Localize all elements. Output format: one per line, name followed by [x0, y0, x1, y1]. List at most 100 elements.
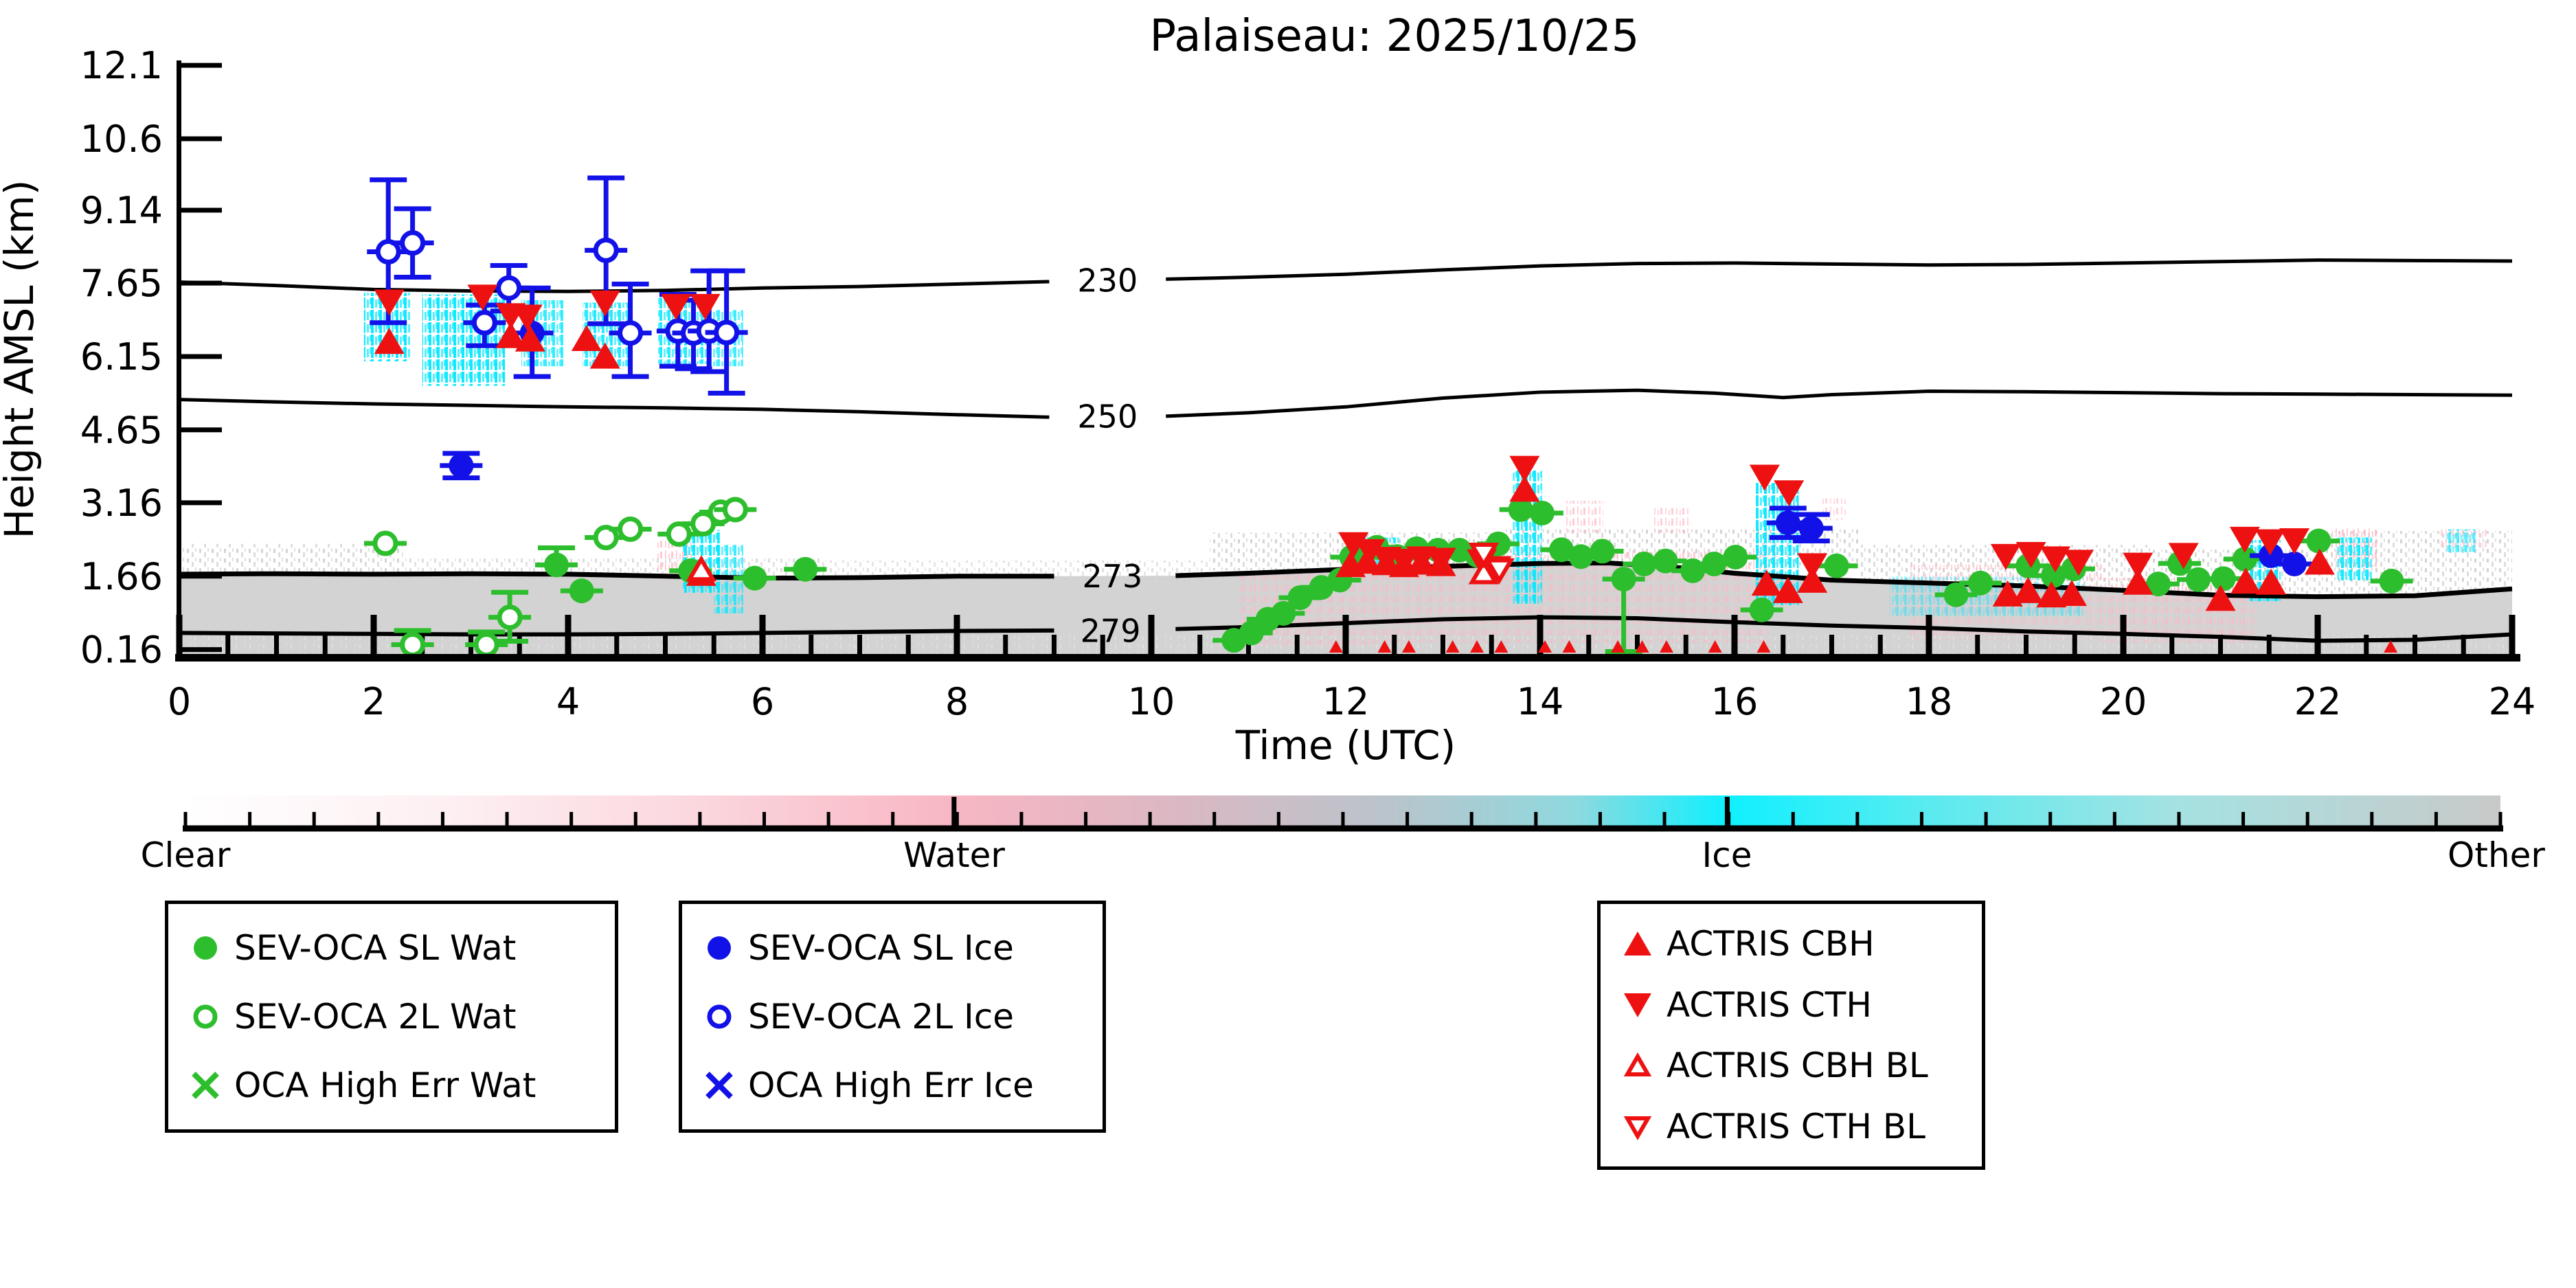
y-tick-label: 6.15 [80, 335, 163, 379]
point-marker [1797, 553, 1828, 580]
point-marker [2229, 526, 2260, 553]
y-tick-label: 1.66 [80, 555, 163, 598]
legend-label: OCA High Err Wat [234, 1065, 536, 1105]
point-marker [1352, 547, 1383, 574]
open-triangle-down-red-icon [1623, 1116, 1652, 1140]
rain-mark [1708, 640, 1722, 653]
point-marker [2145, 572, 2171, 597]
classification-patch-pink [1651, 508, 1691, 533]
point-marker [2211, 566, 2236, 591]
point-marker [2015, 541, 2046, 568]
point-marker [515, 325, 545, 352]
point-marker [1338, 532, 1369, 558]
point-marker [1508, 497, 1533, 522]
x-tick-label: 0 [168, 680, 191, 723]
point-marker [1631, 551, 1657, 576]
isotherm-279-line [1175, 615, 2513, 643]
point-marker [2306, 528, 2331, 554]
point-marker [1774, 480, 1805, 507]
point-marker [2057, 580, 2088, 607]
legend-label: OCA High Err Ice [748, 1065, 1034, 1105]
x-cross-green-icon [192, 1072, 219, 1099]
x-axis-label: Time (UTC) [1235, 722, 1456, 769]
x-tick-label: 16 [1711, 680, 1759, 723]
point-marker [1239, 620, 1264, 646]
legend-box-ice: SEV-OCA SL Ice SEV-OCA 2L Ice OCA High E… [679, 901, 1106, 1133]
y-tick-label: 4.65 [80, 409, 163, 452]
legend-item-sev-oca-sl-ice: SEV-OCA SL Ice [700, 928, 1085, 968]
colorbar-label-other: Other [2448, 835, 2545, 875]
point-marker [661, 293, 692, 320]
point-marker [2205, 585, 2236, 611]
point-marker [2013, 576, 2044, 603]
point-marker [1287, 585, 1313, 611]
point-marker [1509, 455, 1540, 482]
x-cross-blue-icon [705, 1072, 733, 1099]
point-marker [1749, 464, 1780, 491]
point-marker [471, 310, 497, 336]
point-marker [793, 556, 818, 582]
rain-mark [1401, 640, 1416, 653]
point-marker [1967, 570, 1993, 596]
isotherm-273-line [179, 571, 1054, 581]
rain-mark [1329, 640, 1343, 653]
point-marker [1529, 500, 1555, 526]
point-marker [1772, 576, 1803, 603]
legend-label: ACTRIS CTH [1667, 984, 1872, 1025]
isotherm-279-label: 279 [1081, 613, 1141, 650]
colorbar-ticks [183, 797, 2503, 832]
point-marker [473, 631, 499, 657]
point-marker [495, 321, 526, 348]
point-marker [2036, 581, 2067, 608]
legend-item-sev-oca-2l-wat: SEV-OCA 2L Wat [186, 997, 597, 1037]
rain-mark [2384, 640, 2398, 653]
point-marker [374, 289, 405, 316]
y-tick-label: 9.14 [80, 189, 163, 232]
point-marker [589, 342, 620, 369]
point-marker [400, 631, 426, 657]
point-marker [2040, 546, 2070, 573]
legend-item-oca-high-err-wat: OCA High Err Wat [186, 1065, 597, 1105]
point-marker [375, 239, 401, 265]
open-circle-blue-icon [707, 1004, 732, 1029]
x-tick-label: 8 [945, 680, 969, 723]
open-circle-green-icon [193, 1004, 218, 1029]
rain-mark [1445, 640, 1460, 653]
legend-label: ACTRIS CTH BL [1667, 1106, 1926, 1146]
isotherm-279-line [179, 628, 1054, 637]
x-tick-label: 4 [556, 680, 580, 723]
isotherm-250-line [179, 398, 1050, 419]
classification-patch-cyan [2337, 537, 2373, 582]
legend-item-actris-cth-bl: ACTRIS CTH BL [1618, 1107, 1964, 1146]
legend-item-actris-cbh-bl: ACTRIS CBH BL [1618, 1046, 1964, 1085]
rain-mark [1494, 640, 1509, 653]
point-marker [372, 530, 398, 556]
point-marker [690, 293, 721, 320]
colorbar-label-clear: Clear [141, 835, 231, 875]
point-marker [1509, 475, 1540, 502]
point-marker [1797, 566, 1828, 593]
point-marker [686, 555, 717, 582]
point-marker [589, 290, 620, 317]
rain-mark [1377, 640, 1392, 653]
rain-mark [1659, 640, 1673, 653]
point-marker [2255, 529, 2285, 556]
point-marker [1611, 567, 1636, 592]
point-marker [618, 320, 644, 346]
point-marker [742, 565, 767, 591]
point-marker [722, 497, 748, 523]
y-tick-label: 7.65 [80, 262, 163, 305]
x-tick-label: 6 [751, 680, 774, 723]
y-tick-label: 0.16 [80, 629, 163, 672]
point-marker [449, 453, 474, 478]
point-marker [1723, 544, 1748, 569]
rain-mark [1635, 640, 1649, 653]
y-tick-label: 3.16 [80, 482, 163, 525]
point-marker [1990, 543, 2021, 570]
legend-item-sev-oca-2l-ice: SEV-OCA 2L Ice [700, 997, 1085, 1037]
legend-label: ACTRIS CBH BL [1667, 1046, 1928, 1086]
rain-mark [1470, 640, 1484, 653]
point-marker [1751, 569, 1782, 596]
isotherm-250-line [1166, 388, 2513, 418]
series-actris-cbh-bl [686, 555, 1500, 585]
